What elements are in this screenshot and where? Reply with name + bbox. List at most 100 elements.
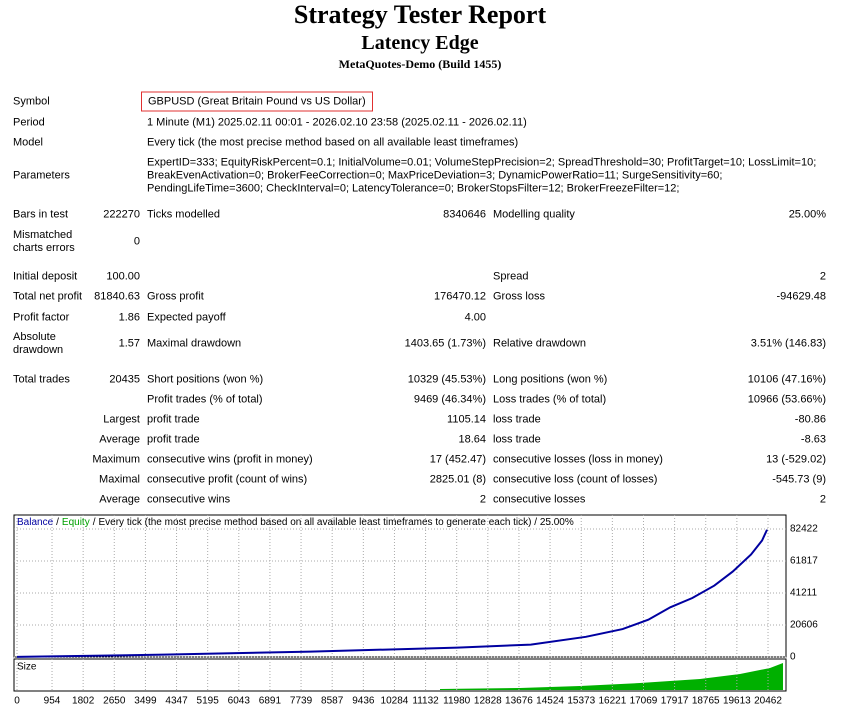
stat-label: Maximum [92,453,140,466]
stat-label: Largest [103,413,140,426]
stat-label: profit trade [147,413,200,426]
stat-value: 1.57 [118,337,140,350]
stat-label: loss trade [493,433,541,446]
x-tick-label: 5195 [197,696,220,707]
stat-value: 3.51% (146.83) [750,337,826,350]
x-tick-label: 1802 [72,696,95,707]
x-tick-label: 4347 [165,696,188,707]
parameters-line: PendingLifeTime=3600; CheckInterval=0; L… [147,182,680,195]
y-tick-label: 0 [790,652,796,663]
stat-value: 13 (-529.02) [766,453,826,466]
stat-value: 1105.14 [447,413,486,426]
stat-label: Maximal [99,473,140,486]
stat-label: Gross loss [493,290,545,303]
x-tick-label: 16221 [598,696,626,707]
stat-label: Absolute drawdown [13,331,64,356]
x-tick-label: 17069 [630,696,658,707]
legend-separator: / [93,517,96,528]
stat-label: loss trade [493,413,541,426]
stat-value: 10966 (53.66%) [747,393,826,406]
chart-legend: Balance / Equity / Every tick (the most prec… [17,517,574,528]
stat-value: -545.73 (9) [772,473,826,486]
y-tick-label: 82422 [790,524,818,535]
stat-label: Maximal drawdown [147,337,242,350]
stat-label: Average [99,493,140,506]
x-tick-label: 954 [44,696,61,707]
build-info: MetaQuotes-Demo (Build 1455) [338,57,502,71]
x-tick-label: 14524 [536,696,564,707]
size-area [440,663,783,690]
parameters-line: ExpertID=333; EquityRiskPercent=0.1; Ini… [147,156,817,169]
stat-value: 2825.01 (8) [429,473,486,486]
stat-label: consecutive losses (loss in money) [493,453,663,466]
stat-value: -94629.48 [776,290,826,303]
stat-label: Long positions (won %) [493,373,608,386]
stat-label: Total trades [13,373,70,386]
stat-label: Mismatched charts errors [13,229,75,254]
info-value: GBPUSD (Great Britain Pound vs US Dollar… [141,91,373,112]
stat-label: consecutive loss (count of losses) [493,473,658,486]
x-tick-label: 9436 [352,696,375,707]
legend-equity: Equity [62,517,90,528]
stat-label: Profit factor [13,311,70,324]
stat-label: Loss trades (% of total) [493,393,607,406]
stat-label: Spread [493,270,529,283]
stat-label: consecutive losses [493,493,586,506]
stat-label: consecutive wins [147,493,231,506]
stat-value: 17 (452.47) [429,453,486,466]
x-tick-label: 0 [14,696,20,707]
stat-value: 18.64 [458,433,486,446]
x-tick-label: 11132 [412,696,439,707]
symbol-value: GBPUSD (Great Britain Pound vs US Dollar… [141,91,373,112]
stat-value: 2 [819,493,826,506]
stat-label: consecutive wins (profit in money) [147,453,313,466]
legend-balance: Balance [17,517,54,528]
x-tick-label: 12828 [474,696,502,707]
x-tick-label: 6043 [228,696,251,707]
info-value: Every tick (the most precise method base… [147,136,519,149]
stat-value: 9469 (46.34%) [413,393,486,406]
stat-label: Relative drawdown [493,337,586,350]
x-tick-label: 10284 [381,696,409,707]
x-tick-label: 3499 [134,696,157,707]
stat-value: 222270 [103,208,140,221]
stat-label: Average [99,433,140,446]
chart-frame [13,514,787,658]
x-tick-label: 15373 [567,696,595,707]
size-label: Size [17,662,37,673]
info-label: Symbol [13,95,50,108]
stat-value: 1403.65 (1.73%) [404,337,486,350]
stat-value: 1.86 [118,311,140,324]
info-label: Parameters [13,169,70,182]
stat-value: 2 [479,493,486,506]
stat-value: 10106 (47.16%) [747,373,826,386]
stat-value: -8.63 [800,433,826,446]
stat-label: profit trade [147,433,200,446]
info-value: 1 Minute (M1) 2025.02.11 00:01 - 2026.02… [147,116,527,129]
stat-value: 8340646 [443,208,486,221]
expert-name: Latency Edge [361,32,479,54]
stat-label: Short positions (won %) [147,373,264,386]
x-tick-label: 19613 [723,696,751,707]
y-tick-label: 41211 [790,588,818,599]
stat-label: Expected payoff [147,311,226,324]
stat-label: Profit trades (% of total) [147,393,263,406]
x-tick-label: 8587 [321,696,344,707]
stat-label: Initial deposit [13,270,78,283]
report-title: Strategy Tester Report [293,0,547,29]
stat-label: Bars in test [13,208,69,221]
y-tick-label: 61817 [790,556,818,567]
info-label: Model [13,136,43,149]
x-tick-label: 18765 [692,696,720,707]
stat-value: 81840.63 [94,290,140,303]
stat-value: 10329 (45.53%) [407,373,486,386]
stat-value: 100.00 [106,270,140,283]
x-tick-label: 7739 [290,696,313,707]
stat-label: consecutive profit (count of wins) [147,473,308,486]
x-tick-label: 13676 [505,696,533,707]
balance-line [16,529,768,658]
x-tick-label: 20462 [754,696,782,707]
y-tick-label: 20606 [790,620,818,631]
